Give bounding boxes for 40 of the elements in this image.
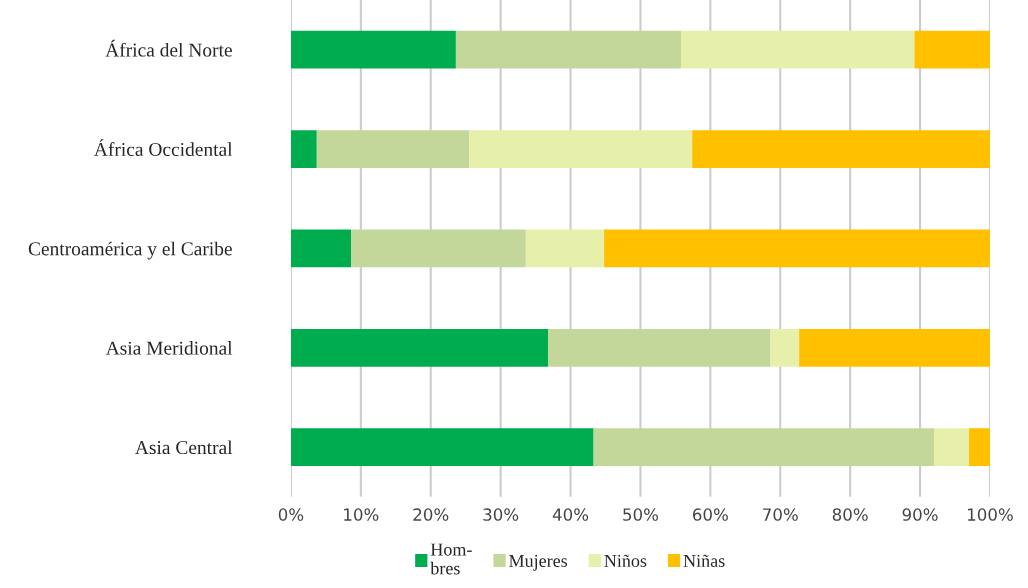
bar	[351, 229, 526, 268]
bar	[680, 30, 915, 69]
bar	[525, 229, 605, 268]
bar	[770, 328, 800, 367]
bar	[290, 428, 594, 467]
x-tick-label: 90%	[902, 508, 938, 521]
legend-label: Mujeres	[509, 554, 568, 571]
bar	[548, 328, 771, 367]
y-tick-label: África del Norte	[105, 39, 232, 57]
y-tick-label: Asia Central	[135, 440, 233, 455]
x-tick-label: 60%	[692, 508, 728, 521]
bar	[692, 130, 990, 168]
y-tick-label: Centroamérica y el Caribe	[28, 241, 232, 260]
legend-label: Niñas	[683, 554, 725, 567]
bar	[290, 328, 549, 367]
bar	[799, 328, 990, 367]
legend-label: Hom- bres	[430, 543, 472, 575]
bar	[934, 428, 969, 467]
bar	[290, 229, 352, 268]
x-tick-label: 40%	[552, 508, 589, 521]
x-tick-label: 50%	[623, 508, 659, 521]
x-tick-label: 70%	[763, 508, 798, 521]
bar	[914, 30, 990, 69]
legend-label: Niños	[604, 554, 647, 567]
bar	[968, 428, 990, 467]
x-tick-label: 20%	[413, 508, 449, 521]
bar	[593, 428, 935, 467]
x-tick-label: 100%	[967, 508, 1013, 521]
bar	[290, 30, 456, 69]
bar	[290, 130, 317, 168]
x-tick-label: 30%	[483, 508, 519, 521]
bar	[316, 130, 470, 168]
x-tick-label: 80%	[832, 508, 868, 521]
bar	[469, 130, 693, 168]
bar	[604, 229, 990, 268]
y-tick-label: Asia Meridional	[105, 341, 233, 355]
x-tick-label: 0%	[278, 508, 304, 521]
x-tick-label: 10%	[344, 508, 379, 521]
y-tick-label: África Occidental	[94, 139, 233, 156]
bar	[455, 30, 681, 69]
